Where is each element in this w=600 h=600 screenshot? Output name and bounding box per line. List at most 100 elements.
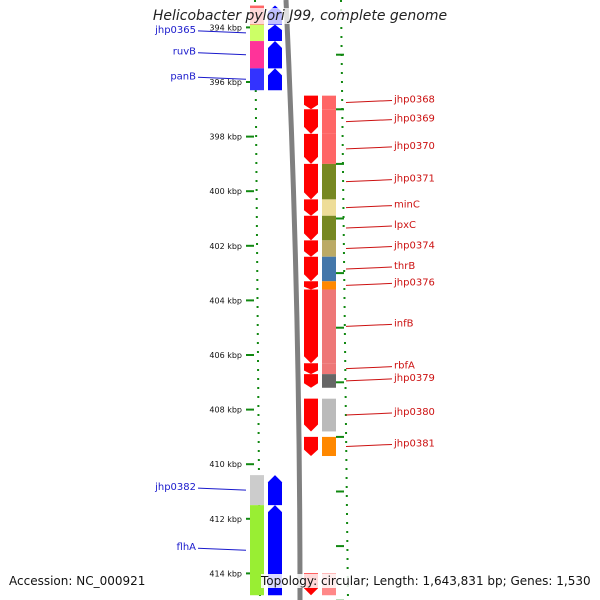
- cog-color-highlight: [264, 68, 268, 91]
- label-leader-line: [345, 378, 393, 382]
- gene-jhp0368[interactable]: [304, 95, 336, 110]
- forward-strand-track: [250, 5, 282, 596]
- label-leader-line: [345, 179, 393, 183]
- gene-label-jhp0369[interactable]: jhp0369: [393, 114, 435, 125]
- forward-gene-arrow: [268, 24, 282, 42]
- gene-rbfA[interactable]: [304, 363, 336, 375]
- gene-label-jhp0379[interactable]: jhp0379: [393, 373, 435, 384]
- cog-color-highlight: [264, 41, 268, 69]
- gene-jhp0379[interactable]: [304, 374, 336, 388]
- cog-color-highlight: [264, 24, 268, 42]
- gene-jhp0371[interactable]: [304, 163, 336, 200]
- accession-text: Accession: NC_000921: [9, 574, 146, 588]
- label-leader-line: [345, 366, 393, 370]
- reverse-gene-arrow: [304, 215, 318, 241]
- gene-label-thrB[interactable]: thrB: [394, 261, 415, 272]
- label-leader-line: [345, 323, 393, 327]
- gene-jhp0381[interactable]: [304, 436, 336, 457]
- label-leader-line: [345, 266, 393, 270]
- cog-color-block: [250, 24, 264, 42]
- ruler-tick-label: 408 kbp: [209, 406, 242, 415]
- forward-gene-arrow: [268, 41, 282, 69]
- cog-color-block: [250, 41, 264, 69]
- reverse-gene-arrow: [304, 95, 318, 110]
- gene-jhp0369[interactable]: [304, 109, 336, 134]
- gene-jhp0376[interactable]: [304, 281, 336, 290]
- cog-color-block: [322, 133, 336, 164]
- genome-backbone-line: [283, 0, 303, 600]
- gene-jhp0365[interactable]: [250, 24, 282, 42]
- forward-gene-arrow: [268, 68, 282, 91]
- label-leader-line: [197, 547, 247, 551]
- gene-label-jhp0370[interactable]: jhp0370: [393, 141, 435, 152]
- forward-gene-arrow: [268, 505, 282, 596]
- gene-label-jhp0365[interactable]: jhp0365: [154, 25, 196, 36]
- label-leader-line: [345, 99, 393, 103]
- gene-label-minC[interactable]: minC: [394, 200, 420, 211]
- label-leader-line: [345, 119, 393, 123]
- cog-color-block: [250, 505, 264, 596]
- reverse-gene-arrow: [304, 240, 318, 257]
- reverse-gene-arrow: [304, 199, 318, 216]
- gene-label-infB[interactable]: infB: [394, 318, 414, 329]
- ruler-tick-label: 406 kbp: [209, 351, 242, 360]
- ruler-tick-label: 404 kbp: [209, 296, 242, 305]
- reverse-gene-arrow: [304, 133, 318, 164]
- label-leader-line: [345, 412, 393, 416]
- cog-color-block: [322, 163, 336, 200]
- cog-color-block: [322, 289, 336, 364]
- cog-color-block: [250, 68, 264, 91]
- gene-ruvB[interactable]: [250, 41, 282, 69]
- gene-lpxC[interactable]: [304, 215, 336, 241]
- left-position-ruler: 394 kbp 396 kbp 398 kbp 400 kbp 402 kbp 404 k…: [209, 0, 261, 600]
- genome-title: Helicobacter pylori J99, complete genome: [0, 8, 600, 24]
- right-ruler-dots: [340, 0, 349, 600]
- cog-color-block: [322, 215, 336, 241]
- gene-label-lpxC[interactable]: lpxC: [394, 220, 416, 231]
- cog-color-block: [322, 363, 336, 375]
- left-ruler-dots: [254, 0, 261, 600]
- gene-label-jhp0368[interactable]: jhp0368: [393, 94, 435, 105]
- reverse-gene-arrow: [304, 289, 318, 364]
- label-leader-line: [197, 487, 247, 491]
- gene-minC[interactable]: [304, 199, 336, 216]
- reverse-gene-arrow: [304, 374, 318, 388]
- gene-panB[interactable]: [250, 68, 282, 91]
- gene-label-ruvB[interactable]: ruvB: [173, 47, 196, 58]
- gene-jhp0374[interactable]: [304, 240, 336, 257]
- label-leader-line: [345, 205, 393, 209]
- label-leader-line: [197, 76, 247, 80]
- cog-color-block: [322, 436, 336, 457]
- gene-label-jhp0382[interactable]: jhp0382: [154, 482, 196, 493]
- gene-label-panB[interactable]: panB: [170, 71, 196, 82]
- gene-flhA[interactable]: [250, 505, 282, 596]
- ruler-tick-label: 410 kbp: [209, 460, 242, 469]
- ruler-tick-label: 398 kbp: [209, 133, 242, 142]
- gene-label-jhp0381[interactable]: jhp0381: [393, 438, 435, 449]
- gene-jhp0382[interactable]: [250, 475, 282, 506]
- gene-label-rbfA[interactable]: rbfA: [394, 361, 415, 372]
- reverse-gene-arrow: [304, 398, 318, 432]
- label-leader-line: [345, 282, 393, 286]
- cog-color-block: [322, 398, 336, 432]
- gene-label-jhp0374[interactable]: jhp0374: [393, 241, 435, 252]
- gene-thrB[interactable]: [304, 256, 336, 282]
- gene-label-jhp0376[interactable]: jhp0376: [393, 277, 435, 288]
- cog-color-highlight: [264, 505, 268, 596]
- cog-color-block: [322, 281, 336, 290]
- gene-label-jhp0371[interactable]: jhp0371: [393, 174, 435, 185]
- cog-color-block: [322, 109, 336, 134]
- gene-jhp0380[interactable]: [304, 398, 336, 432]
- genome-info-text: Topology: circular; Length: 1,643,831 bp…: [261, 574, 591, 588]
- gene-infB[interactable]: [304, 289, 336, 364]
- cog-color-block: [322, 199, 336, 216]
- gene-label-layer: jhp0365 ruvB panB jhp0382 flhA jhp0368 jhp0369…: [154, 25, 435, 553]
- reverse-gene-arrow: [304, 163, 318, 200]
- right-position-ruler: [336, 0, 349, 600]
- gene-label-flhA[interactable]: flhA: [177, 542, 197, 553]
- reverse-gene-arrow: [304, 256, 318, 282]
- gene-label-jhp0380[interactable]: jhp0380: [393, 407, 435, 418]
- reverse-gene-arrow: [304, 109, 318, 134]
- gene-jhp0370[interactable]: [304, 133, 336, 164]
